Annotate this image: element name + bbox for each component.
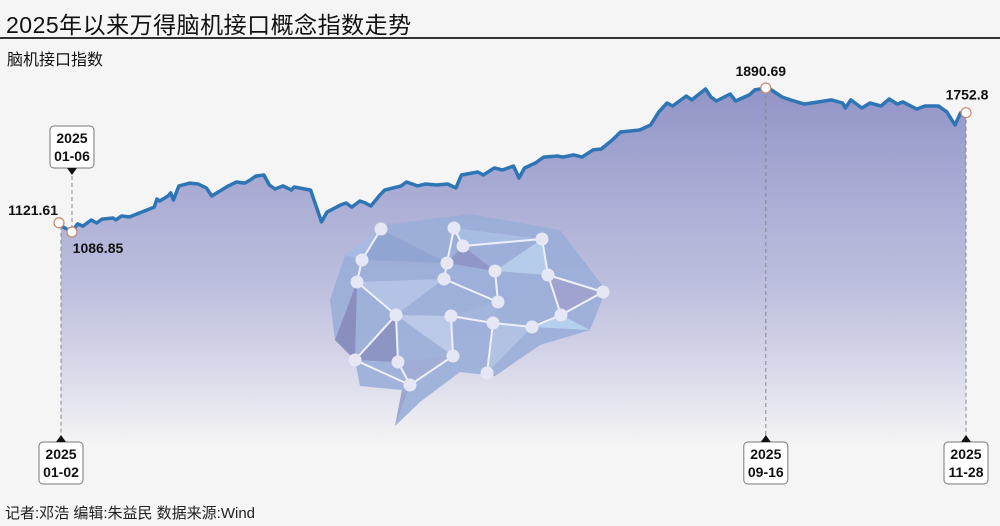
pointer-arrow [760, 435, 771, 442]
date-label-text: 09-16 [748, 464, 784, 480]
pointer-arrow [66, 168, 77, 175]
date-label-text: 01-02 [43, 464, 79, 480]
date-label-text: 11-28 [948, 464, 983, 480]
point-marker [960, 107, 972, 119]
value-label: 1890.69 [735, 63, 786, 79]
point-marker [760, 82, 772, 94]
series-label: 脑机接口指数 [7, 52, 104, 69]
point-marker [66, 226, 78, 238]
brain-network-icon [330, 214, 610, 426]
chart-title: 2025年以来万得脑机接口概念指数走势 [6, 12, 412, 38]
date-label-low: 2025 01-06 [49, 125, 95, 175]
pointer-arrow [961, 435, 971, 442]
date-label-text: 2025 [750, 446, 781, 462]
date-label-end: 2025 11-28 [943, 435, 989, 485]
value-label: 1086.85 [73, 240, 124, 256]
date-label-text: 01-06 [54, 148, 90, 164]
date-label-text: 2025 [56, 130, 87, 146]
date-label-text: 2025 [45, 446, 76, 462]
date-label-high: 2025 09-16 [743, 435, 789, 485]
credits: 记者:邓浩 编辑:朱益民 数据来源:Wind [5, 505, 256, 522]
point-marker [53, 217, 65, 229]
date-label-start: 2025 01-02 [38, 435, 84, 485]
date-label-text: 2025 [950, 446, 981, 462]
value-label: 1752.8 [946, 87, 989, 103]
value-label: 1121.61 [8, 202, 58, 218]
title-divider [0, 37, 1000, 39]
series-line [60, 86, 967, 234]
pointer-arrow [56, 435, 66, 442]
